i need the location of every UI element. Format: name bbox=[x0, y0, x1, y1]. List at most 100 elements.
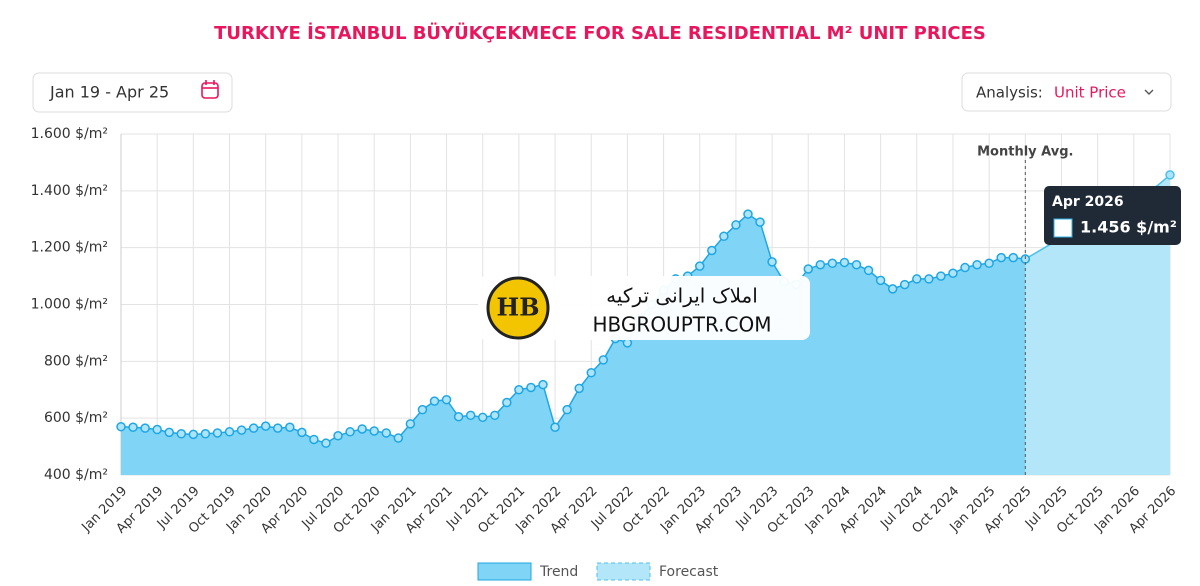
tooltip bbox=[1044, 186, 1181, 245]
marker bbox=[598, 355, 609, 365]
watermark-text: املاک ایرانی ترکیه bbox=[606, 284, 758, 308]
marker bbox=[707, 245, 717, 256]
marker bbox=[345, 427, 355, 437]
marker bbox=[224, 427, 235, 437]
line bbox=[120, 213, 1026, 444]
y-tick-label: 800 $/m² bbox=[44, 353, 108, 369]
legend-label: Forecast bbox=[659, 564, 719, 580]
marker bbox=[381, 428, 392, 438]
marker bbox=[574, 383, 584, 394]
marker bbox=[936, 271, 946, 281]
marker bbox=[417, 404, 428, 415]
chevron[interactable] bbox=[1144, 89, 1154, 95]
marker bbox=[164, 427, 174, 438]
marker bbox=[924, 274, 934, 284]
marker bbox=[128, 422, 138, 433]
marker bbox=[827, 258, 838, 269]
marker bbox=[453, 411, 464, 422]
marker bbox=[695, 261, 705, 271]
marker bbox=[984, 258, 994, 269]
marker bbox=[996, 252, 1006, 263]
marker bbox=[538, 379, 548, 390]
marker bbox=[429, 396, 440, 406]
marker bbox=[260, 421, 271, 431]
marker bbox=[839, 257, 850, 268]
marker bbox=[405, 419, 416, 429]
annotation: Monthly Avg. bbox=[977, 145, 1073, 160]
legend-label: Trend bbox=[539, 564, 578, 580]
marker bbox=[393, 433, 404, 443]
marker bbox=[152, 424, 162, 435]
chart-title: TURKIYE İSTANBUL BÜYÜKÇEKMECE FOR SALE R… bbox=[214, 22, 986, 44]
marker bbox=[875, 275, 886, 286]
marker bbox=[514, 385, 524, 395]
tooltip-swatch bbox=[1053, 218, 1073, 238]
y-tick-label: 600 $/m² bbox=[44, 410, 108, 426]
marker bbox=[285, 422, 295, 433]
marker bbox=[272, 423, 283, 433]
marker bbox=[248, 423, 259, 433]
marker bbox=[526, 382, 536, 393]
legend-swatch bbox=[477, 562, 532, 581]
marker bbox=[236, 425, 247, 435]
marker bbox=[357, 424, 367, 434]
tooltip-value: 1.456 $/m² bbox=[1080, 218, 1177, 237]
marker bbox=[176, 429, 187, 439]
marker bbox=[743, 209, 753, 219]
watermark-box bbox=[478, 276, 810, 340]
area bbox=[1025, 174, 1170, 476]
marker bbox=[212, 428, 223, 438]
marker bbox=[887, 284, 898, 294]
logo bbox=[486, 276, 550, 340]
marker bbox=[200, 429, 211, 439]
marker bbox=[369, 426, 379, 436]
marker bbox=[550, 422, 560, 433]
marker bbox=[948, 268, 958, 278]
logo-text: HB bbox=[497, 293, 540, 322]
marker bbox=[490, 410, 500, 421]
marker bbox=[1008, 252, 1019, 263]
marker bbox=[465, 410, 476, 421]
date-picker[interactable] bbox=[32, 72, 233, 113]
marker bbox=[297, 427, 307, 438]
marker bbox=[960, 262, 970, 273]
marker bbox=[309, 434, 319, 445]
y-tick-label: 1.200 $/m² bbox=[31, 240, 108, 256]
marker bbox=[767, 257, 777, 267]
marker bbox=[815, 259, 826, 270]
marker bbox=[731, 220, 741, 230]
analysis-value[interactable]: Unit Price bbox=[1054, 84, 1126, 102]
analysis-label[interactable]: Analysis: bbox=[976, 84, 1043, 102]
tooltip-title: Apr 2026 bbox=[1052, 194, 1124, 210]
y-tick-label: 400 $/m² bbox=[44, 467, 108, 483]
marker bbox=[851, 259, 862, 270]
marker bbox=[502, 397, 512, 408]
marker bbox=[972, 259, 982, 270]
marker bbox=[477, 412, 488, 423]
marker bbox=[188, 429, 199, 440]
marker bbox=[140, 423, 150, 433]
marker bbox=[622, 338, 633, 348]
watermark-site: HBGROUPTR.COM bbox=[593, 313, 772, 337]
marker bbox=[333, 431, 343, 441]
marker bbox=[899, 279, 910, 290]
y-tick-label: 1.000 $/m² bbox=[31, 297, 108, 313]
marker bbox=[116, 421, 126, 432]
marker bbox=[562, 404, 572, 415]
marker bbox=[863, 265, 874, 276]
marker bbox=[321, 438, 331, 448]
marker bbox=[441, 394, 452, 405]
marker bbox=[912, 274, 922, 284]
marker bbox=[755, 217, 765, 227]
marker bbox=[1165, 170, 1175, 180]
marker bbox=[719, 231, 729, 242]
date-range[interactable]: Jan 19 - Apr 25 bbox=[49, 83, 169, 102]
area bbox=[121, 214, 1026, 475]
calendar-icon[interactable] bbox=[201, 80, 219, 99]
y-tick-label: 1.400 $/m² bbox=[31, 183, 108, 199]
analysis-select[interactable] bbox=[961, 72, 1172, 112]
marker bbox=[803, 264, 814, 274]
legend-swatch bbox=[596, 562, 651, 581]
y-tick-label: 1.600 $/m² bbox=[31, 126, 108, 142]
